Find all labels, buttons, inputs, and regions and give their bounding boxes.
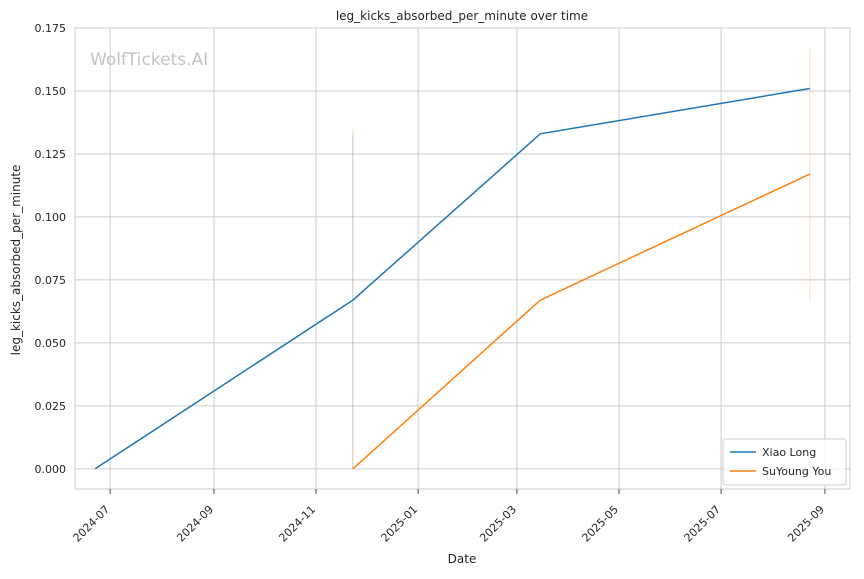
series-line-0 bbox=[94, 87, 810, 470]
x-tick-label: 2025-07 bbox=[682, 503, 724, 545]
legend-label-suyoung-you: SuYoung You bbox=[762, 465, 831, 478]
series-line-1 bbox=[352, 173, 811, 470]
y-tick-label: 0.050 bbox=[35, 337, 67, 350]
y-tick-label: 0.175 bbox=[35, 22, 67, 35]
y-tick-label: 0.150 bbox=[35, 85, 67, 98]
x-tick-label: 2025-01 bbox=[379, 503, 421, 545]
y-tick-label: 0.125 bbox=[35, 148, 67, 161]
chart-title: leg_kicks_absorbed_per_minute over time bbox=[336, 9, 588, 23]
y-tick-label: 0.000 bbox=[35, 463, 67, 476]
x-axis-ticks: 2024-07 2024-09 2024-11 2025-01 2025-03 2025-… bbox=[71, 489, 827, 545]
legend-label-xiao-long: Xiao Long bbox=[762, 446, 816, 459]
legend: Xiao Long SuYoung You bbox=[722, 438, 847, 486]
grid bbox=[75, 27, 850, 489]
x-tick-label: 2024-09 bbox=[174, 503, 216, 545]
legend-box bbox=[722, 438, 847, 486]
y-axis-title: leg_kicks_absorbed_per_minute bbox=[9, 165, 23, 356]
y-tick-label: 0.075 bbox=[35, 274, 67, 287]
x-tick-label: 2025-05 bbox=[579, 503, 621, 545]
y-axis-ticks: 0.000 0.025 0.050 0.075 0.100 0.125 0.150 0.175 bbox=[35, 22, 67, 476]
x-axis-title: Date bbox=[448, 552, 477, 566]
error-bars bbox=[352, 48, 811, 469]
series-lines bbox=[94, 87, 811, 470]
x-tick-label: 2025-09 bbox=[785, 503, 827, 545]
watermark-text: WolfTickets.AI bbox=[90, 50, 208, 70]
plot-area-frame bbox=[74, 27, 851, 490]
x-tick-label: 2025-03 bbox=[477, 503, 519, 545]
x-tick-label: 2024-11 bbox=[276, 503, 318, 545]
x-tick-label: 2024-07 bbox=[71, 503, 113, 545]
y-tick-label: 0.025 bbox=[35, 400, 67, 413]
y-tick-label: 0.100 bbox=[35, 211, 67, 224]
